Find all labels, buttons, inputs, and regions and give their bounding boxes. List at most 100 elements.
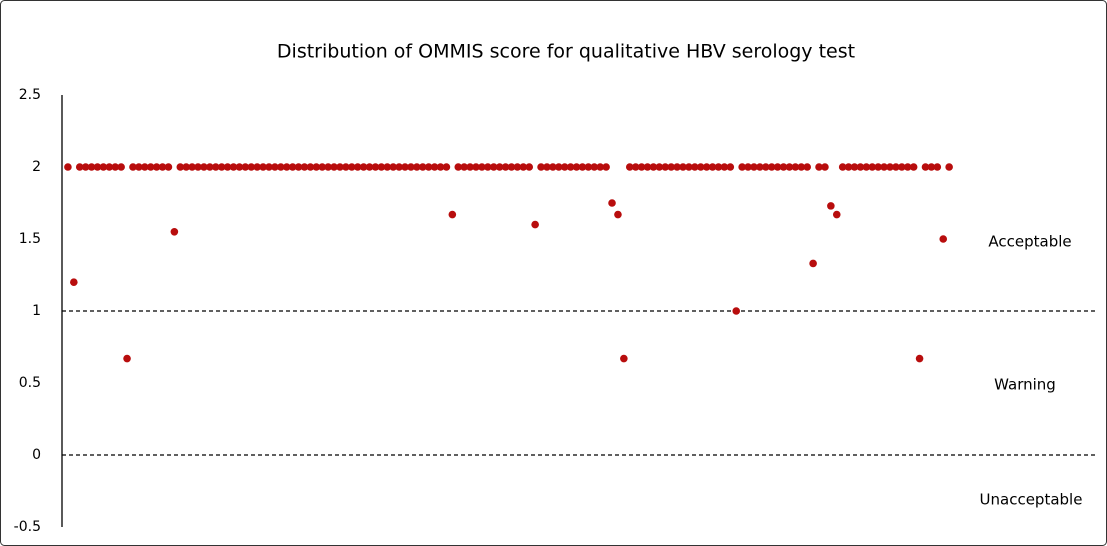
point: [702, 163, 711, 171]
point: [81, 163, 90, 171]
point: [927, 163, 936, 171]
point: [472, 163, 480, 171]
point: [620, 354, 628, 363]
point: [70, 278, 78, 287]
point: [413, 163, 421, 171]
point: [454, 163, 463, 171]
point: [507, 163, 516, 171]
y-tick-label: 1: [32, 303, 41, 319]
point: [401, 163, 409, 171]
point: [371, 163, 380, 171]
annotation: Unacceptable: [980, 491, 1083, 509]
point: [708, 163, 717, 171]
point: [555, 163, 563, 171]
point: [744, 163, 752, 171]
point: [732, 307, 741, 315]
point: [353, 163, 362, 171]
point: [631, 163, 640, 171]
point: [99, 163, 108, 171]
point: [111, 163, 120, 171]
point: [489, 163, 498, 171]
point: [158, 163, 167, 171]
point: [696, 163, 705, 171]
point: [691, 163, 699, 171]
point: [543, 163, 551, 171]
point: [762, 163, 770, 171]
point: [241, 163, 250, 171]
point: [407, 163, 415, 171]
point: [939, 235, 948, 243]
point: [336, 163, 344, 171]
point: [886, 163, 894, 171]
point: [501, 163, 510, 171]
point: [436, 163, 445, 171]
point: [832, 210, 841, 219]
point: [590, 163, 599, 171]
point: [714, 163, 723, 171]
point: [194, 163, 202, 171]
point: [685, 163, 693, 171]
point: [324, 163, 332, 171]
point: [803, 163, 811, 171]
point: [318, 163, 327, 171]
point: [596, 163, 604, 171]
point: [211, 163, 220, 171]
point: [312, 163, 321, 171]
point: [164, 163, 173, 171]
point: [874, 163, 882, 171]
point: [679, 163, 687, 171]
point: [655, 163, 664, 171]
point: [466, 163, 474, 171]
point: [815, 163, 823, 171]
point: [673, 163, 681, 171]
point: [791, 163, 800, 171]
point: [253, 163, 261, 171]
point: [756, 163, 764, 171]
point: [229, 163, 238, 171]
point: [773, 163, 782, 171]
point: [294, 163, 303, 171]
y-tick-label: 2: [32, 159, 41, 175]
point: [667, 163, 675, 171]
point: [300, 163, 309, 171]
point: [584, 163, 593, 171]
point: [809, 259, 817, 268]
point: [365, 163, 374, 171]
point: [146, 163, 155, 171]
point: [513, 163, 522, 171]
point: [188, 163, 196, 171]
point: [797, 163, 806, 171]
point: [531, 220, 539, 229]
point: [933, 163, 942, 171]
point: [75, 163, 84, 171]
point: [643, 163, 652, 171]
point: [135, 163, 143, 171]
point: [572, 163, 581, 171]
point: [602, 163, 610, 171]
point: [247, 163, 256, 171]
point: [767, 163, 776, 171]
point: [223, 163, 232, 171]
point: [282, 163, 291, 171]
point: [460, 163, 468, 171]
point: [661, 163, 670, 171]
point: [200, 163, 208, 171]
point: [93, 163, 102, 171]
point: [442, 163, 451, 171]
point: [720, 163, 729, 171]
point: [726, 163, 735, 171]
point: [64, 163, 72, 171]
point: [856, 163, 865, 171]
point: [389, 163, 398, 171]
point: [277, 163, 285, 171]
point: [176, 163, 185, 171]
point: [217, 163, 226, 171]
point: [206, 163, 214, 171]
point: [827, 202, 835, 210]
point: [383, 163, 392, 171]
point: [519, 163, 528, 171]
point: [259, 163, 267, 171]
point: [424, 163, 433, 171]
y-tick-label: 1.5: [19, 231, 41, 247]
